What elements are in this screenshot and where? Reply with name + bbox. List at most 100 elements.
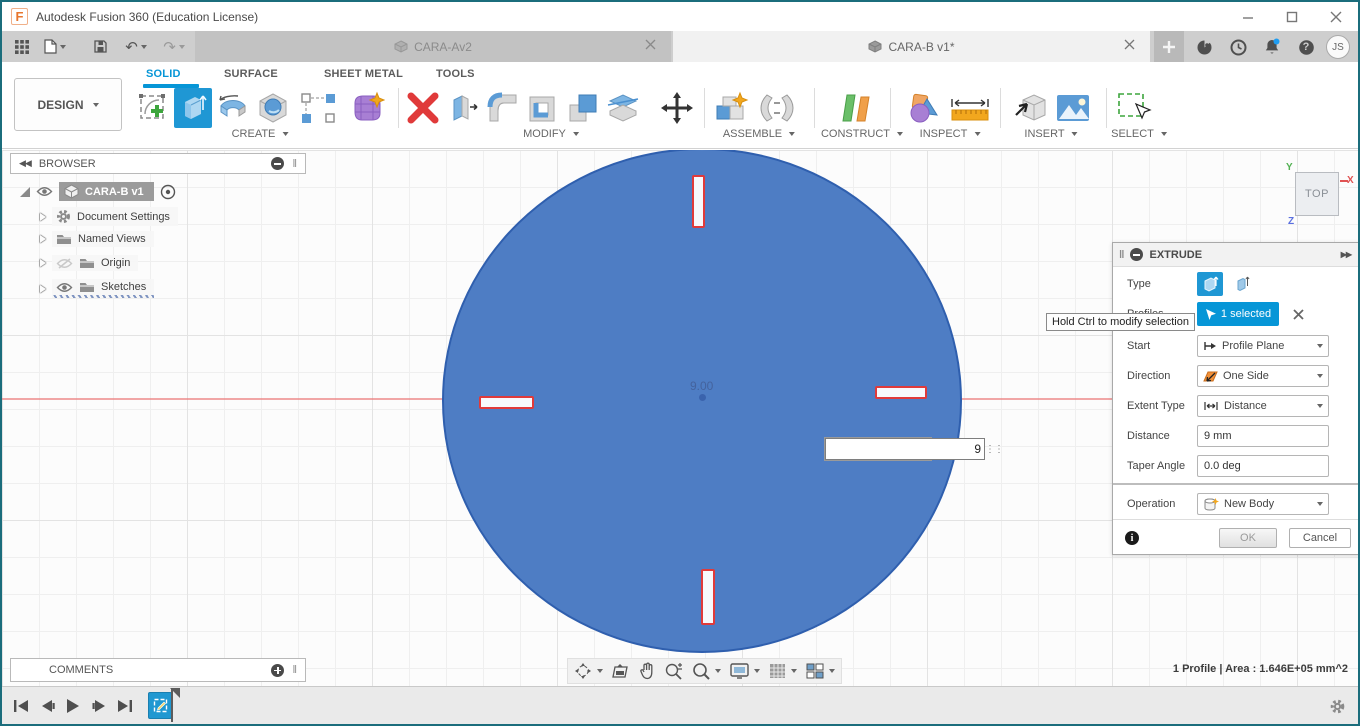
look-at-tool[interactable] bbox=[612, 663, 630, 679]
group-label-assemble[interactable]: ASSEMBLE bbox=[723, 128, 796, 140]
delete-tool[interactable] bbox=[404, 88, 442, 128]
pattern-tool[interactable] bbox=[296, 88, 342, 128]
tab-doc1-close-icon[interactable] bbox=[645, 39, 659, 53]
extrude-tool[interactable] bbox=[174, 88, 212, 128]
move-copy-tool[interactable] bbox=[658, 88, 696, 128]
viewports-tool[interactable] bbox=[806, 663, 835, 679]
new-tab-button[interactable] bbox=[1154, 31, 1184, 62]
hole-tool[interactable] bbox=[254, 88, 292, 128]
timeline-play-button[interactable] bbox=[62, 695, 84, 717]
zoom-window-tool[interactable] bbox=[692, 662, 721, 680]
direction-dropdown[interactable]: One Side bbox=[1197, 365, 1329, 387]
account-avatar[interactable]: JS bbox=[1326, 35, 1350, 59]
sketch-center-point[interactable] bbox=[699, 394, 706, 401]
more-options-handle[interactable]: ⋮⋮ bbox=[985, 443, 1004, 455]
extrude-type-thin-button[interactable] bbox=[1229, 272, 1255, 296]
taper-angle-field[interactable] bbox=[1197, 455, 1329, 477]
cancel-button[interactable]: Cancel bbox=[1289, 528, 1351, 548]
timeline-position-marker[interactable] bbox=[170, 688, 180, 698]
sketch-slot-right[interactable] bbox=[875, 386, 927, 399]
orbit-tool[interactable] bbox=[574, 662, 603, 680]
add-comment-icon[interactable] bbox=[271, 663, 285, 677]
help-icon[interactable]: ? bbox=[1294, 35, 1318, 59]
display-settings-tool[interactable] bbox=[730, 663, 760, 679]
ribbon-tab-surface[interactable]: SURFACE bbox=[224, 68, 278, 80]
ok-button[interactable]: OK bbox=[1219, 528, 1277, 548]
clock-history-icon[interactable] bbox=[1226, 35, 1250, 59]
app-grid-icon[interactable] bbox=[10, 31, 34, 62]
distance-value-input[interactable] bbox=[825, 438, 985, 460]
collapse-all-icon[interactable] bbox=[271, 157, 285, 170]
timeline-settings-gear-icon[interactable] bbox=[1326, 695, 1348, 717]
comments-panel-header[interactable]: COMMENTS ‖ bbox=[10, 658, 306, 682]
workspace-selector[interactable]: DESIGN bbox=[14, 78, 122, 131]
pan-tool[interactable] bbox=[639, 662, 655, 680]
timeline-sketch-feature[interactable] bbox=[148, 692, 172, 719]
create-sketch-tool[interactable] bbox=[134, 88, 172, 128]
browser-item-document-settings[interactable]: Document Settings bbox=[40, 207, 178, 226]
timeline-go-start-button[interactable] bbox=[10, 695, 32, 717]
maximize-button[interactable] bbox=[1270, 3, 1314, 31]
close-button[interactable] bbox=[1314, 3, 1358, 31]
distance-field[interactable] bbox=[1197, 425, 1329, 447]
insert-canvas-tool[interactable] bbox=[1054, 88, 1092, 128]
sketch-slot-top[interactable] bbox=[692, 175, 705, 228]
group-label-inspect[interactable]: INSPECT bbox=[920, 128, 981, 140]
new-component-tool[interactable] bbox=[712, 88, 750, 128]
visibility-eye-icon[interactable] bbox=[36, 186, 53, 197]
sketch-dimension-label[interactable]: 9.00 bbox=[690, 379, 714, 393]
redo-button[interactable]: ↷ bbox=[158, 31, 190, 62]
zoom-tool[interactable] bbox=[664, 662, 683, 680]
inspect-analysis-tool[interactable] bbox=[906, 88, 944, 128]
browser-item-origin[interactable]: Origin bbox=[40, 255, 139, 271]
tab-doc1[interactable]: CARA-Av2 bbox=[195, 31, 671, 62]
model-canvas[interactable]: 9.00 ⋮⋮ ◀◀ BROWSER ‖ CARA-B v1 bbox=[2, 150, 1358, 686]
ribbon-tab-sheetmetal[interactable]: SHEET METAL bbox=[324, 68, 403, 80]
operation-dropdown[interactable]: New Body bbox=[1197, 493, 1329, 515]
fillet-tool[interactable] bbox=[484, 88, 522, 128]
browser-panel-header[interactable]: ◀◀ BROWSER ‖ bbox=[10, 153, 306, 174]
collapsed-triangle-icon[interactable] bbox=[40, 235, 46, 243]
create-form-tool[interactable] bbox=[348, 88, 386, 128]
clear-selection-icon[interactable] bbox=[1293, 308, 1304, 320]
start-dropdown[interactable]: Profile Plane bbox=[1197, 335, 1329, 357]
measure-tool[interactable] bbox=[948, 88, 992, 128]
dialog-collapse-icon[interactable] bbox=[1130, 248, 1144, 261]
extrude-type-solid-button[interactable] bbox=[1197, 272, 1223, 296]
combine-tool[interactable] bbox=[564, 88, 602, 128]
browser-item-named-views[interactable]: Named Views bbox=[40, 231, 154, 247]
extrude-dialog-header[interactable]: ‖ EXTRUDE ▶▶ bbox=[1113, 243, 1358, 267]
ribbon-tab-tools[interactable]: TOOLS bbox=[436, 68, 475, 80]
collapsed-triangle-icon[interactable] bbox=[40, 212, 46, 221]
view-cube[interactable]: TOP bbox=[1295, 172, 1339, 216]
root-component[interactable]: CARA-B v1 bbox=[59, 182, 154, 201]
sketch-slot-bottom[interactable] bbox=[701, 569, 715, 625]
select-tool[interactable] bbox=[1116, 88, 1154, 128]
dialog-dock-icon[interactable]: ▶▶ bbox=[1340, 250, 1352, 259]
group-label-modify[interactable]: MODIFY bbox=[523, 128, 579, 140]
timeline-go-end-button[interactable] bbox=[114, 695, 136, 717]
browser-root-row[interactable]: CARA-B v1 bbox=[20, 182, 176, 201]
extent-type-dropdown[interactable]: Distance bbox=[1197, 395, 1329, 417]
joint-tool[interactable] bbox=[758, 88, 796, 128]
group-label-select[interactable]: SELECT bbox=[1111, 128, 1167, 140]
extensions-icon[interactable] bbox=[1192, 35, 1216, 59]
insert-mesh-tool[interactable] bbox=[1012, 88, 1050, 128]
timeline-step-back-button[interactable] bbox=[36, 695, 58, 717]
profiles-selected-button[interactable]: 1 selected bbox=[1197, 302, 1279, 326]
construct-plane-tool[interactable] bbox=[838, 88, 876, 128]
visibility-off-eye-icon[interactable] bbox=[56, 257, 73, 269]
group-label-insert[interactable]: INSERT bbox=[1024, 128, 1078, 140]
revolve-tool[interactable] bbox=[214, 88, 252, 128]
ribbon-tab-solid[interactable]: SOLID bbox=[146, 68, 181, 80]
tab-doc2[interactable]: CARA-B v1* bbox=[673, 31, 1150, 62]
minimize-button[interactable] bbox=[1226, 3, 1270, 31]
visibility-eye-icon[interactable] bbox=[56, 282, 73, 293]
activate-radio-icon[interactable] bbox=[160, 184, 176, 200]
press-pull-tool[interactable] bbox=[444, 88, 482, 128]
group-label-construct[interactable]: CONSTRUCT bbox=[821, 128, 904, 140]
browser-item-sketches[interactable]: Sketches bbox=[40, 279, 155, 298]
grid-snap-tool[interactable] bbox=[769, 663, 797, 679]
sketch-slot-left[interactable] bbox=[479, 396, 534, 409]
timeline-step-forward-button[interactable] bbox=[88, 695, 110, 717]
